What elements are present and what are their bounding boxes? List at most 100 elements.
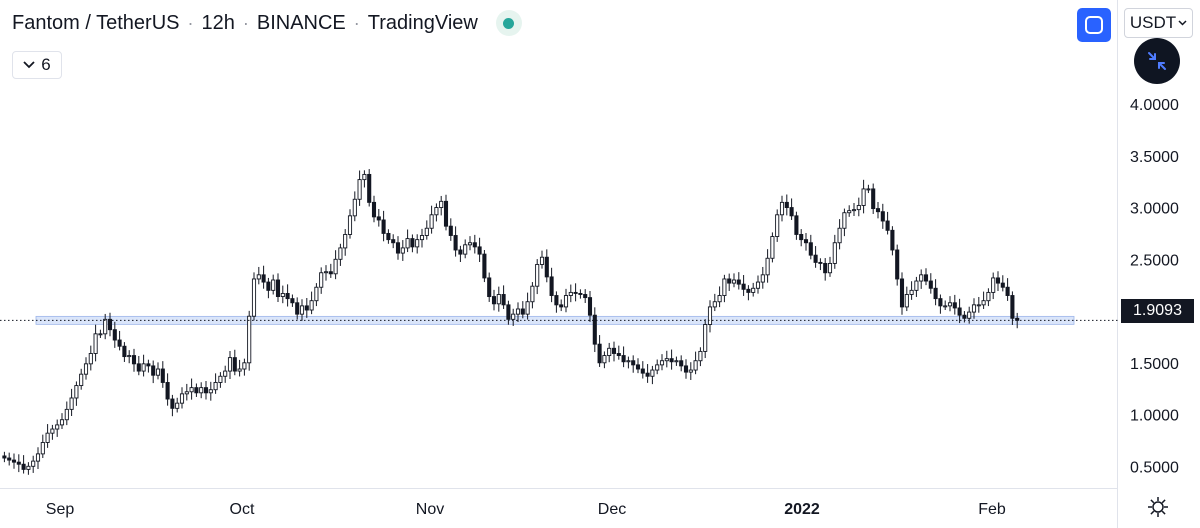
candle <box>45 424 50 448</box>
candle <box>16 454 21 473</box>
candle <box>674 356 679 366</box>
candle-body <box>280 293 285 298</box>
candle-body <box>909 289 914 295</box>
candle <box>943 300 948 311</box>
candle <box>323 265 329 281</box>
candle <box>755 275 761 294</box>
candle-body <box>688 369 693 373</box>
candle-body <box>746 288 751 293</box>
gear-icon[interactable] <box>1146 495 1170 519</box>
candle-body <box>107 318 113 331</box>
fullscreen-button[interactable] <box>1077 8 1111 42</box>
candle-body <box>683 365 689 373</box>
candle-body <box>611 347 617 354</box>
candle-body <box>789 207 794 217</box>
candle-body <box>227 357 233 372</box>
candle <box>223 365 228 383</box>
candle <box>544 249 549 283</box>
candle <box>251 272 257 321</box>
indicators-toggle-button[interactable]: 6 <box>12 51 62 79</box>
currency-select[interactable]: USDT <box>1124 8 1193 38</box>
candle-body <box>496 294 501 305</box>
candle <box>832 234 837 269</box>
candle-body <box>88 353 93 365</box>
candle <box>554 291 559 313</box>
support-band <box>35 315 1075 325</box>
candle-body <box>391 239 396 244</box>
candle <box>93 324 98 362</box>
candle-body <box>429 214 434 229</box>
candle <box>477 237 482 262</box>
candle <box>83 357 89 380</box>
candle <box>933 279 938 306</box>
candle-body <box>871 188 876 210</box>
candle <box>981 291 986 309</box>
candle <box>424 220 429 240</box>
x-tick-label: Sep <box>46 501 75 518</box>
title-separator: · <box>353 12 360 33</box>
candle <box>218 372 223 388</box>
candle <box>357 170 362 206</box>
candle-body <box>443 200 449 227</box>
candle-body <box>155 368 161 376</box>
collapse-button[interactable] <box>1134 38 1180 84</box>
symbol-title[interactable]: Fantom / TetherUS · 12h · BINANCE · Trad… <box>12 9 522 37</box>
candle-body <box>895 249 900 280</box>
candle-body <box>463 244 468 255</box>
candle <box>659 354 665 371</box>
candle-body <box>631 360 636 366</box>
candle <box>986 288 991 307</box>
candle <box>232 349 237 376</box>
candle <box>458 245 463 262</box>
currency-label: USDT <box>1129 13 1177 32</box>
candle-body <box>11 459 17 463</box>
candle-body <box>597 343 602 364</box>
candle-body <box>319 272 324 288</box>
candle-body <box>64 408 69 421</box>
candle-body <box>602 355 607 364</box>
candle <box>602 351 607 369</box>
candle <box>890 226 895 256</box>
candle <box>319 267 324 294</box>
candle <box>866 184 871 194</box>
candle-body <box>122 345 127 358</box>
candle-body <box>31 460 36 467</box>
candle <box>59 413 65 430</box>
candle-body <box>549 276 554 296</box>
candle-body <box>640 368 645 374</box>
candle-body <box>962 314 967 319</box>
candle-body <box>914 280 919 291</box>
candle <box>386 229 391 244</box>
candle <box>338 243 343 266</box>
candle <box>813 246 818 268</box>
candle <box>914 276 919 297</box>
candle-body <box>165 382 170 400</box>
candle-body <box>21 463 26 470</box>
candle-body <box>290 298 295 304</box>
candle-body <box>405 238 410 249</box>
candle-body <box>827 262 833 274</box>
candle-body <box>554 295 559 306</box>
candle <box>227 351 233 379</box>
candle-body <box>112 329 117 341</box>
candle-body <box>357 179 362 200</box>
candle-body <box>736 279 741 285</box>
candle-body <box>175 402 180 409</box>
candle <box>74 381 79 406</box>
market-status-icon[interactable] <box>495 10 522 36</box>
candle <box>448 218 453 241</box>
candle-body <box>727 278 732 284</box>
candle <box>376 208 381 227</box>
candle-body <box>98 333 103 336</box>
candle <box>717 286 722 308</box>
candle-body <box>823 262 828 274</box>
candle <box>40 434 45 459</box>
candle <box>712 293 717 312</box>
candle <box>539 250 545 269</box>
candle <box>851 202 857 217</box>
candle <box>117 330 122 351</box>
y-tick-label: 0.5000 <box>1130 459 1179 476</box>
candle <box>698 347 703 367</box>
candle-body <box>755 281 761 289</box>
